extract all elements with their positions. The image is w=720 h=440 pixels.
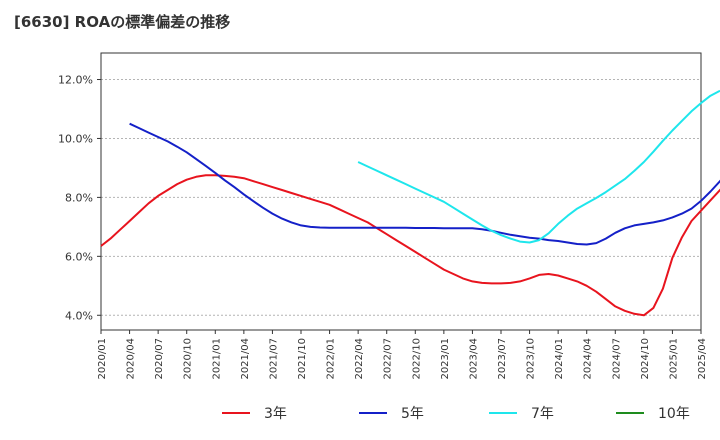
plot-frame	[100, 52, 702, 331]
y-tick-label-4: 12.0%	[58, 74, 93, 87]
y-tick-label-0: 4.0%	[65, 309, 93, 322]
y-tick-label-3: 10.0%	[58, 132, 93, 145]
x-tick-label-11: 2022/10	[411, 338, 422, 380]
x-tick-label-12: 2023/01	[440, 338, 451, 380]
x-tick-label-14: 2023/07	[497, 338, 508, 380]
x-tick-label-4: 2021/01	[211, 338, 222, 380]
x-tick-label-7: 2021/10	[297, 338, 308, 380]
y-axis-ticks: 4.0% 6.0% 8.0% 10.0% 12.0%	[58, 74, 101, 322]
legend-label-0: 3年	[264, 406, 287, 422]
x-tick-label-19: 2024/10	[640, 338, 651, 380]
x-tick-label-21: 2025/04	[697, 338, 708, 380]
chart-title: [6630] ROAの標準偏差の推移	[14, 13, 231, 31]
series-lines	[100, 89, 720, 317]
plot-border	[100, 52, 702, 331]
legend-label-2: 7年	[531, 406, 554, 422]
x-tick-label-17: 2024/04	[583, 338, 594, 380]
legend-label-1: 5年	[401, 406, 424, 422]
x-tick-label-6: 2021/07	[268, 338, 279, 380]
x-tick-label-16: 2024/01	[554, 338, 565, 380]
y-tick-label-2: 8.0%	[65, 191, 93, 204]
x-tick-label-20: 2025/01	[668, 338, 679, 380]
x-tick-label-18: 2024/07	[611, 338, 622, 380]
x-tick-label-15: 2023/10	[526, 338, 537, 380]
grid-lines	[101, 79, 701, 316]
series-line-0	[100, 174, 720, 317]
x-tick-label-8: 2022/01	[326, 338, 337, 380]
x-tick-label-3: 2020/10	[183, 338, 194, 380]
x-tick-label-1: 2020/04	[126, 338, 137, 380]
legend-label-3: 10年	[658, 406, 690, 422]
x-tick-label-13: 2023/04	[468, 338, 479, 380]
x-tick-label-10: 2022/07	[383, 338, 394, 380]
series-line-2	[357, 89, 720, 244]
x-tick-label-0: 2020/01	[97, 338, 108, 380]
x-axis-ticks: 2020/01 2020/04 2020/07 2020/10 2021/01 2021/…	[97, 330, 708, 380]
x-tick-label-5: 2021/04	[240, 338, 251, 380]
legend: 3年 5年 7年 10年	[222, 406, 690, 422]
x-tick-label-9: 2022/04	[354, 338, 365, 380]
x-tick-label-2: 2020/07	[154, 338, 165, 380]
y-tick-label-1: 6.0%	[65, 250, 93, 263]
series-line-1	[129, 122, 720, 246]
